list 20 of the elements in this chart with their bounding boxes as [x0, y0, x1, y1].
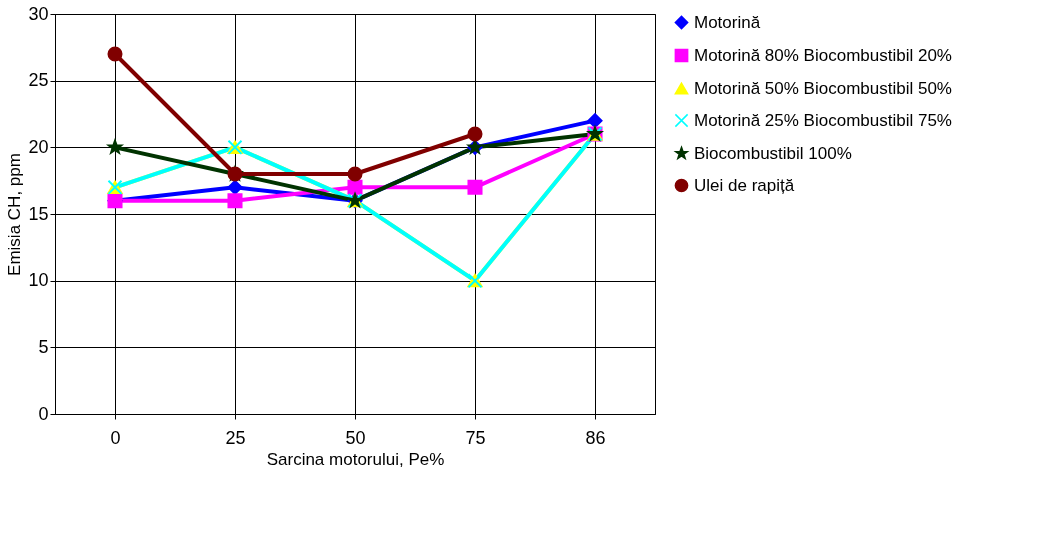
y-tick-label: 25: [28, 70, 49, 91]
x-axis-title: Sarcina motorului, Pe%: [266, 449, 445, 469]
y-tick-label: 15: [28, 203, 49, 224]
y-tick-label: 5: [38, 336, 49, 357]
y-tick-label: 0: [38, 403, 49, 424]
legend-label: Motorină 25% Biocombustibil 75%: [694, 110, 952, 130]
legend-label: Motorină 50% Biocombustibil 50%: [694, 78, 952, 98]
y-tick-label: 10: [28, 270, 49, 291]
legend-label: Ulei de rapiță: [694, 175, 795, 195]
legend-label: Motorină: [694, 12, 761, 32]
legend-label: Motorină 80% Biocombustibil 20%: [694, 45, 952, 65]
x-tick-label: 0: [110, 427, 121, 448]
x-tick-label: 50: [345, 427, 366, 448]
x-tick-label: 75: [465, 427, 486, 448]
x-tick-label: 86: [585, 427, 606, 448]
y-tick-label: 30: [28, 3, 49, 24]
y-tick-label: 20: [28, 136, 49, 157]
y-axis-title: Emisia CH, ppm: [5, 153, 25, 276]
legend-label: Biocombustibil 100%: [694, 143, 852, 163]
x-tick-label: 25: [225, 427, 246, 448]
